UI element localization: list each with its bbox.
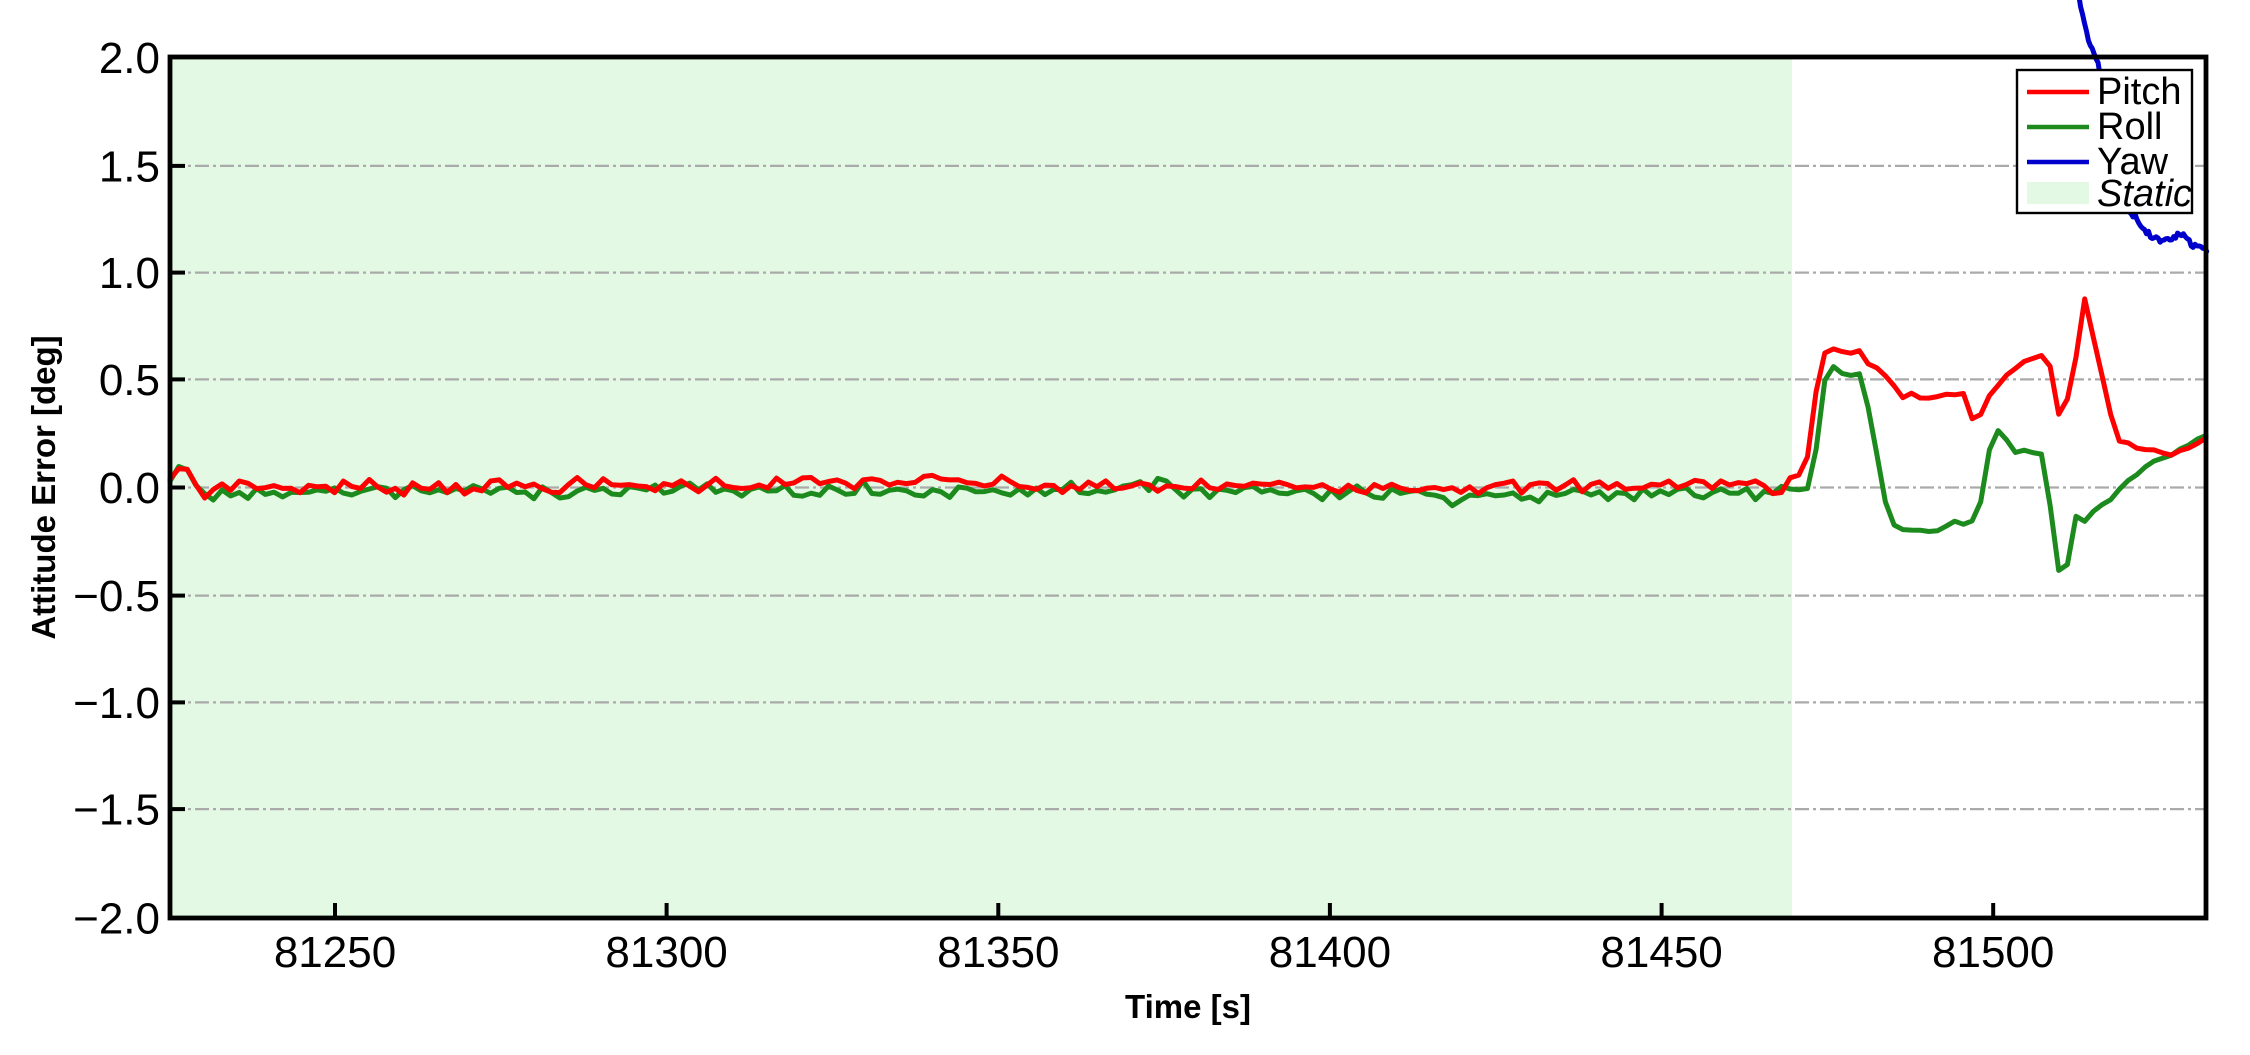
svg-text:0.5: 0.5 <box>99 356 160 405</box>
svg-text:1.0: 1.0 <box>99 249 160 298</box>
svg-text:−0.5: −0.5 <box>73 572 160 621</box>
svg-text:Static: Static <box>2097 173 2192 215</box>
svg-text:−1.5: −1.5 <box>73 786 160 835</box>
svg-text:81500: 81500 <box>1932 928 2054 977</box>
svg-text:Time [s]: Time [s] <box>1125 988 1251 1025</box>
svg-text:81250: 81250 <box>274 928 396 977</box>
svg-text:−2.0: −2.0 <box>73 895 160 944</box>
svg-text:Attitude Error [deg]: Attitude Error [deg] <box>25 335 62 639</box>
svg-text:2.0: 2.0 <box>99 34 160 83</box>
svg-text:0.0: 0.0 <box>99 464 160 513</box>
svg-text:81350: 81350 <box>937 928 1059 977</box>
svg-text:81300: 81300 <box>605 928 727 977</box>
svg-text:81450: 81450 <box>1600 928 1722 977</box>
svg-text:1.5: 1.5 <box>99 142 160 191</box>
svg-text:−1.0: −1.0 <box>73 679 160 728</box>
svg-text:81400: 81400 <box>1269 928 1391 977</box>
